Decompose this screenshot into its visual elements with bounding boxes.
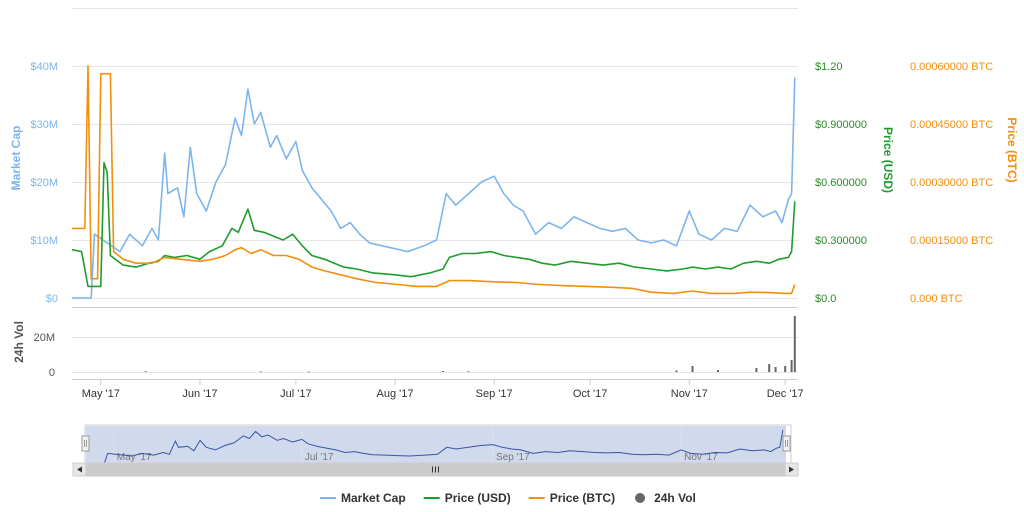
legend-label: 24h Vol: [654, 491, 696, 505]
volume-tick: 20M: [34, 332, 55, 344]
legend-market-cap[interactable]: Market Cap: [320, 491, 406, 505]
volume-bar: [784, 366, 787, 372]
x-tick-label: Oct '17: [573, 388, 608, 400]
navigator-right-handle[interactable]: [782, 435, 791, 452]
market-cap-tick: $20M: [30, 177, 58, 189]
price-btc-tick: 0.00015000 BTC: [910, 235, 993, 247]
navigator[interactable]: May '17 Jul '17 Sep '17 Nov '17: [81, 424, 792, 464]
navigator-tick-label: Sep '17: [496, 452, 530, 463]
price-usd-axis-title: Price (USD): [881, 127, 895, 193]
volume-gridlines: [72, 307, 798, 380]
market-cap-tick: $0: [46, 293, 58, 305]
legend-24h-vol[interactable]: 24h Vol: [635, 491, 696, 505]
legend-price-usd[interactable]: Price (USD): [423, 491, 511, 505]
volume-bar: [790, 360, 793, 372]
volume-axis-ticks: 0 20M: [34, 332, 55, 379]
navigator-series-line: [86, 429, 784, 464]
x-tick-label: Nov '17: [671, 388, 708, 400]
navigator-selection[interactable]: [86, 426, 786, 463]
legend-label: Price (USD): [445, 491, 511, 505]
chevron-right-icon: [789, 466, 794, 473]
chevron-left-icon: [77, 466, 82, 473]
price-usd-axis-ticks: $0.0 $0.300000 $0.600000 $0.900000 $1.20: [815, 61, 867, 305]
navigator-left-handle[interactable]: [81, 435, 90, 452]
price-btc-tick: 0.00045000 BTC: [910, 119, 993, 131]
volume-bar: [259, 371, 262, 373]
x-tick-label: Sep '17: [476, 388, 513, 400]
volume-bars: [144, 316, 796, 373]
legend-label: Market Cap: [341, 491, 406, 505]
market-cap-line: [72, 77, 796, 299]
legend-marker: [635, 493, 646, 503]
legend-label: Price (BTC): [550, 491, 615, 505]
price-usd-line: [71, 161, 796, 288]
legend-price-btc[interactable]: Price (BTC): [528, 491, 615, 505]
navigator-tick-label: Jul '17: [305, 452, 334, 463]
navigator-tick-label: Nov '17: [684, 452, 718, 463]
price-usd-tick: $0.900000: [815, 119, 867, 131]
price-btc-axis-title: Price (BTC): [1005, 117, 1019, 182]
market-cap-tick: $10M: [30, 235, 58, 247]
price-btc-axis-ticks: 0.000 BTC 0.00015000 BTC 0.00030000 BTC …: [910, 61, 993, 305]
price-btc-tick: 0.000 BTC: [910, 293, 963, 305]
price-usd-tick: $0.300000: [815, 235, 867, 247]
x-tick-label: Aug '17: [377, 388, 414, 400]
navigator-ticks: May '17 Jul '17 Sep '17 Nov '17: [113, 425, 718, 463]
price-btc-tick: 0.00030000 BTC: [910, 177, 993, 189]
volume-bar: [144, 371, 147, 372]
volume-axis-title: 24h Vol: [12, 321, 26, 363]
market-cap-axis-ticks: $0 $10M $20M $30M $40M: [30, 61, 58, 305]
volume-bar: [717, 370, 719, 372]
price-usd-tick: $1.20: [815, 61, 843, 73]
volume-bar: [793, 316, 796, 372]
volume-bar: [691, 366, 694, 372]
volume-bar: [467, 371, 470, 373]
navigator-tick-label: May '17: [117, 452, 152, 463]
series-lines: [71, 65, 796, 299]
market-cap-axis-title: Market Cap: [9, 126, 23, 191]
x-tick-label: May '17: [82, 388, 120, 400]
price-btc-line: [72, 65, 796, 295]
x-axis-ticks: May '17 Jun '17 Jul '17 Aug '17 Sep '17 Oct '…: [82, 380, 804, 400]
price-usd-tick: $0.600000: [815, 177, 867, 189]
price-btc-tick: 0.00060000 BTC: [910, 61, 993, 73]
price-usd-tick: $0.0: [815, 293, 836, 305]
x-tick-label: Dec '17: [767, 388, 804, 400]
volume-bar: [768, 364, 771, 372]
x-tick-label: Jul '17: [280, 388, 311, 400]
volume-bar: [755, 368, 758, 372]
volume-bar: [307, 371, 310, 373]
volume-tick: 0: [49, 367, 55, 379]
main-gridlines: [72, 8, 798, 299]
scrollbar[interactable]: [72, 462, 799, 477]
navigator-background: [84, 424, 792, 464]
volume-bar: [442, 371, 444, 372]
x-tick-label: Jun '17: [182, 388, 217, 400]
volume-bar: [774, 367, 777, 372]
market-cap-tick: $30M: [30, 119, 58, 131]
volume-bar: [675, 370, 678, 372]
legend: Market Cap Price (USD) Price (BTC) 24h Vol: [320, 491, 696, 505]
market-cap-tick: $40M: [30, 61, 58, 73]
